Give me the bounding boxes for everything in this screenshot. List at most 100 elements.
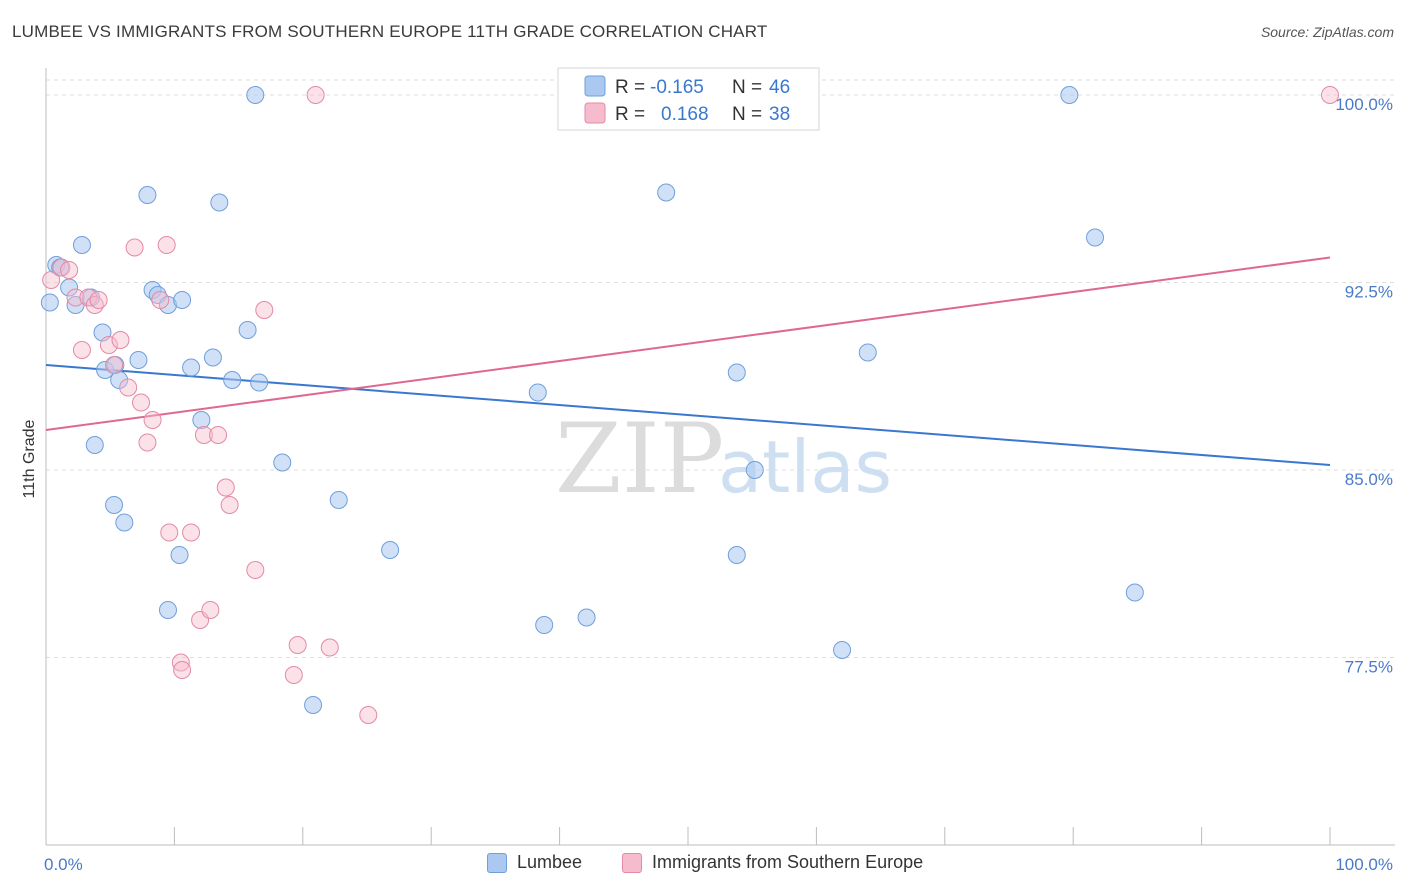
point-lumbee — [40, 293, 59, 312]
y-tick-label: 77.5% — [1345, 658, 1393, 677]
point-lumbee — [115, 513, 134, 532]
point-lumbee — [577, 608, 596, 627]
point-immigrants — [42, 271, 61, 289]
point-immigrants — [138, 433, 157, 452]
legend-swatch-lumbee — [584, 75, 606, 97]
watermark-atlas: atlas — [718, 425, 892, 509]
point-lumbee — [1060, 86, 1079, 104]
point-lumbee — [727, 546, 746, 564]
point-immigrants — [320, 638, 339, 657]
x-tick-label-max: 100.0% — [1335, 855, 1393, 874]
point-immigrants — [284, 666, 303, 684]
point-immigrants — [119, 378, 138, 397]
point-lumbee — [158, 601, 177, 619]
point-lumbee — [138, 186, 157, 204]
y-axis-title: 11th Grade — [21, 419, 38, 498]
point-immigrants — [60, 261, 79, 279]
point-lumbee — [727, 363, 746, 382]
point-lumbee — [858, 343, 877, 362]
y-tick-label: 92.5% — [1345, 283, 1393, 302]
bottom-legend-lumbee: Lumbee — [487, 852, 582, 873]
point-immigrants — [111, 331, 130, 349]
watermark-zip: ZIP — [555, 403, 724, 515]
point-immigrants — [1321, 86, 1339, 104]
point-immigrants — [216, 478, 235, 497]
point-immigrants — [288, 636, 307, 654]
point-immigrants — [306, 86, 325, 104]
point-immigrants — [143, 411, 162, 429]
point-lumbee — [329, 491, 348, 509]
point-lumbee — [223, 371, 242, 389]
point-immigrants — [182, 523, 201, 542]
legend-swatch-immigrants — [584, 102, 606, 124]
point-immigrants — [171, 653, 190, 672]
y-tick-label: 100.0% — [1335, 95, 1393, 114]
legend-r-label-immigrants: R = — [615, 104, 645, 125]
point-immigrants — [125, 238, 144, 257]
point-lumbee — [304, 696, 323, 714]
bottom-legend-swatch-lumbee — [487, 852, 507, 873]
point-immigrants — [359, 706, 378, 724]
point-immigrants — [157, 236, 176, 254]
x-tick-label-min: 0.0% — [44, 855, 83, 874]
tick-labels: 77.5% 85.0% 92.5% 100.0% 0.0% 100.0% — [44, 95, 1393, 874]
point-immigrants — [173, 661, 192, 679]
axes — [45, 68, 1395, 846]
point-lumbee — [1125, 583, 1144, 602]
point-lumbee — [250, 373, 269, 392]
bottom-legend-label-lumbee: Lumbee — [517, 852, 583, 872]
point-lumbee — [528, 383, 547, 402]
legend-n-label-lumbee: N = — [732, 77, 762, 98]
point-lumbee — [203, 348, 222, 367]
point-lumbee — [192, 411, 211, 429]
y-tick-label: 85.0% — [1345, 470, 1393, 489]
chart-title: LUMBEE VS IMMIGRANTS FROM SOUTHERN EUROP… — [12, 22, 768, 41]
point-immigrants — [89, 291, 108, 309]
point-lumbee — [535, 616, 554, 634]
point-lumbee — [170, 546, 189, 564]
bottom-legend-swatch-immigrants — [622, 852, 642, 873]
legend-n-value-immigrants: 38 — [769, 104, 790, 125]
point-lumbee — [833, 641, 852, 659]
point-lumbee — [238, 321, 257, 339]
point-immigrants — [151, 291, 170, 309]
legend-r-value-immigrants: 0.168 — [661, 104, 709, 125]
point-lumbee — [1086, 228, 1105, 247]
point-lumbee — [273, 453, 292, 472]
data-points — [40, 86, 1339, 724]
trend-line-immigrants — [45, 256, 1331, 431]
bottom-legend-label-immigrants: Immigrants from Southern Europe — [652, 852, 924, 872]
point-immigrants — [194, 426, 213, 444]
point-immigrants — [132, 393, 151, 412]
point-lumbee — [745, 461, 764, 479]
watermark: ZIP atlas — [555, 403, 892, 515]
legend-r-value-lumbee: -0.165 — [650, 77, 704, 98]
point-immigrants — [246, 561, 265, 579]
legend-r-label-lumbee: R = — [615, 77, 645, 98]
point-lumbee — [381, 541, 400, 559]
point-immigrants — [209, 426, 228, 444]
bottom-legend-immigrants: Immigrants from Southern Europe — [622, 852, 923, 873]
point-lumbee — [246, 86, 265, 104]
legend-n-value-lumbee: 46 — [769, 77, 790, 98]
point-immigrants — [72, 341, 91, 359]
point-immigrants — [160, 523, 179, 542]
point-lumbee — [173, 291, 192, 309]
point-immigrants — [79, 288, 98, 307]
legend-box: R = -0.165 N = 46 R = 0.168 N = 38 — [557, 67, 820, 131]
bottom-legend: Lumbee Immigrants from Southern Europe — [0, 852, 1406, 878]
point-lumbee — [210, 193, 229, 212]
point-immigrants — [201, 601, 220, 619]
point-immigrants — [66, 288, 85, 307]
point-immigrants — [220, 496, 239, 514]
point-lumbee — [105, 496, 124, 514]
point-immigrants — [99, 336, 118, 354]
point-immigrants — [105, 356, 124, 374]
legend-n-label-immigrants: N = — [732, 104, 762, 125]
point-lumbee — [72, 236, 91, 254]
point-lumbee — [657, 183, 676, 202]
point-lumbee — [129, 351, 148, 369]
point-immigrants — [255, 301, 274, 319]
point-lumbee — [182, 358, 201, 377]
